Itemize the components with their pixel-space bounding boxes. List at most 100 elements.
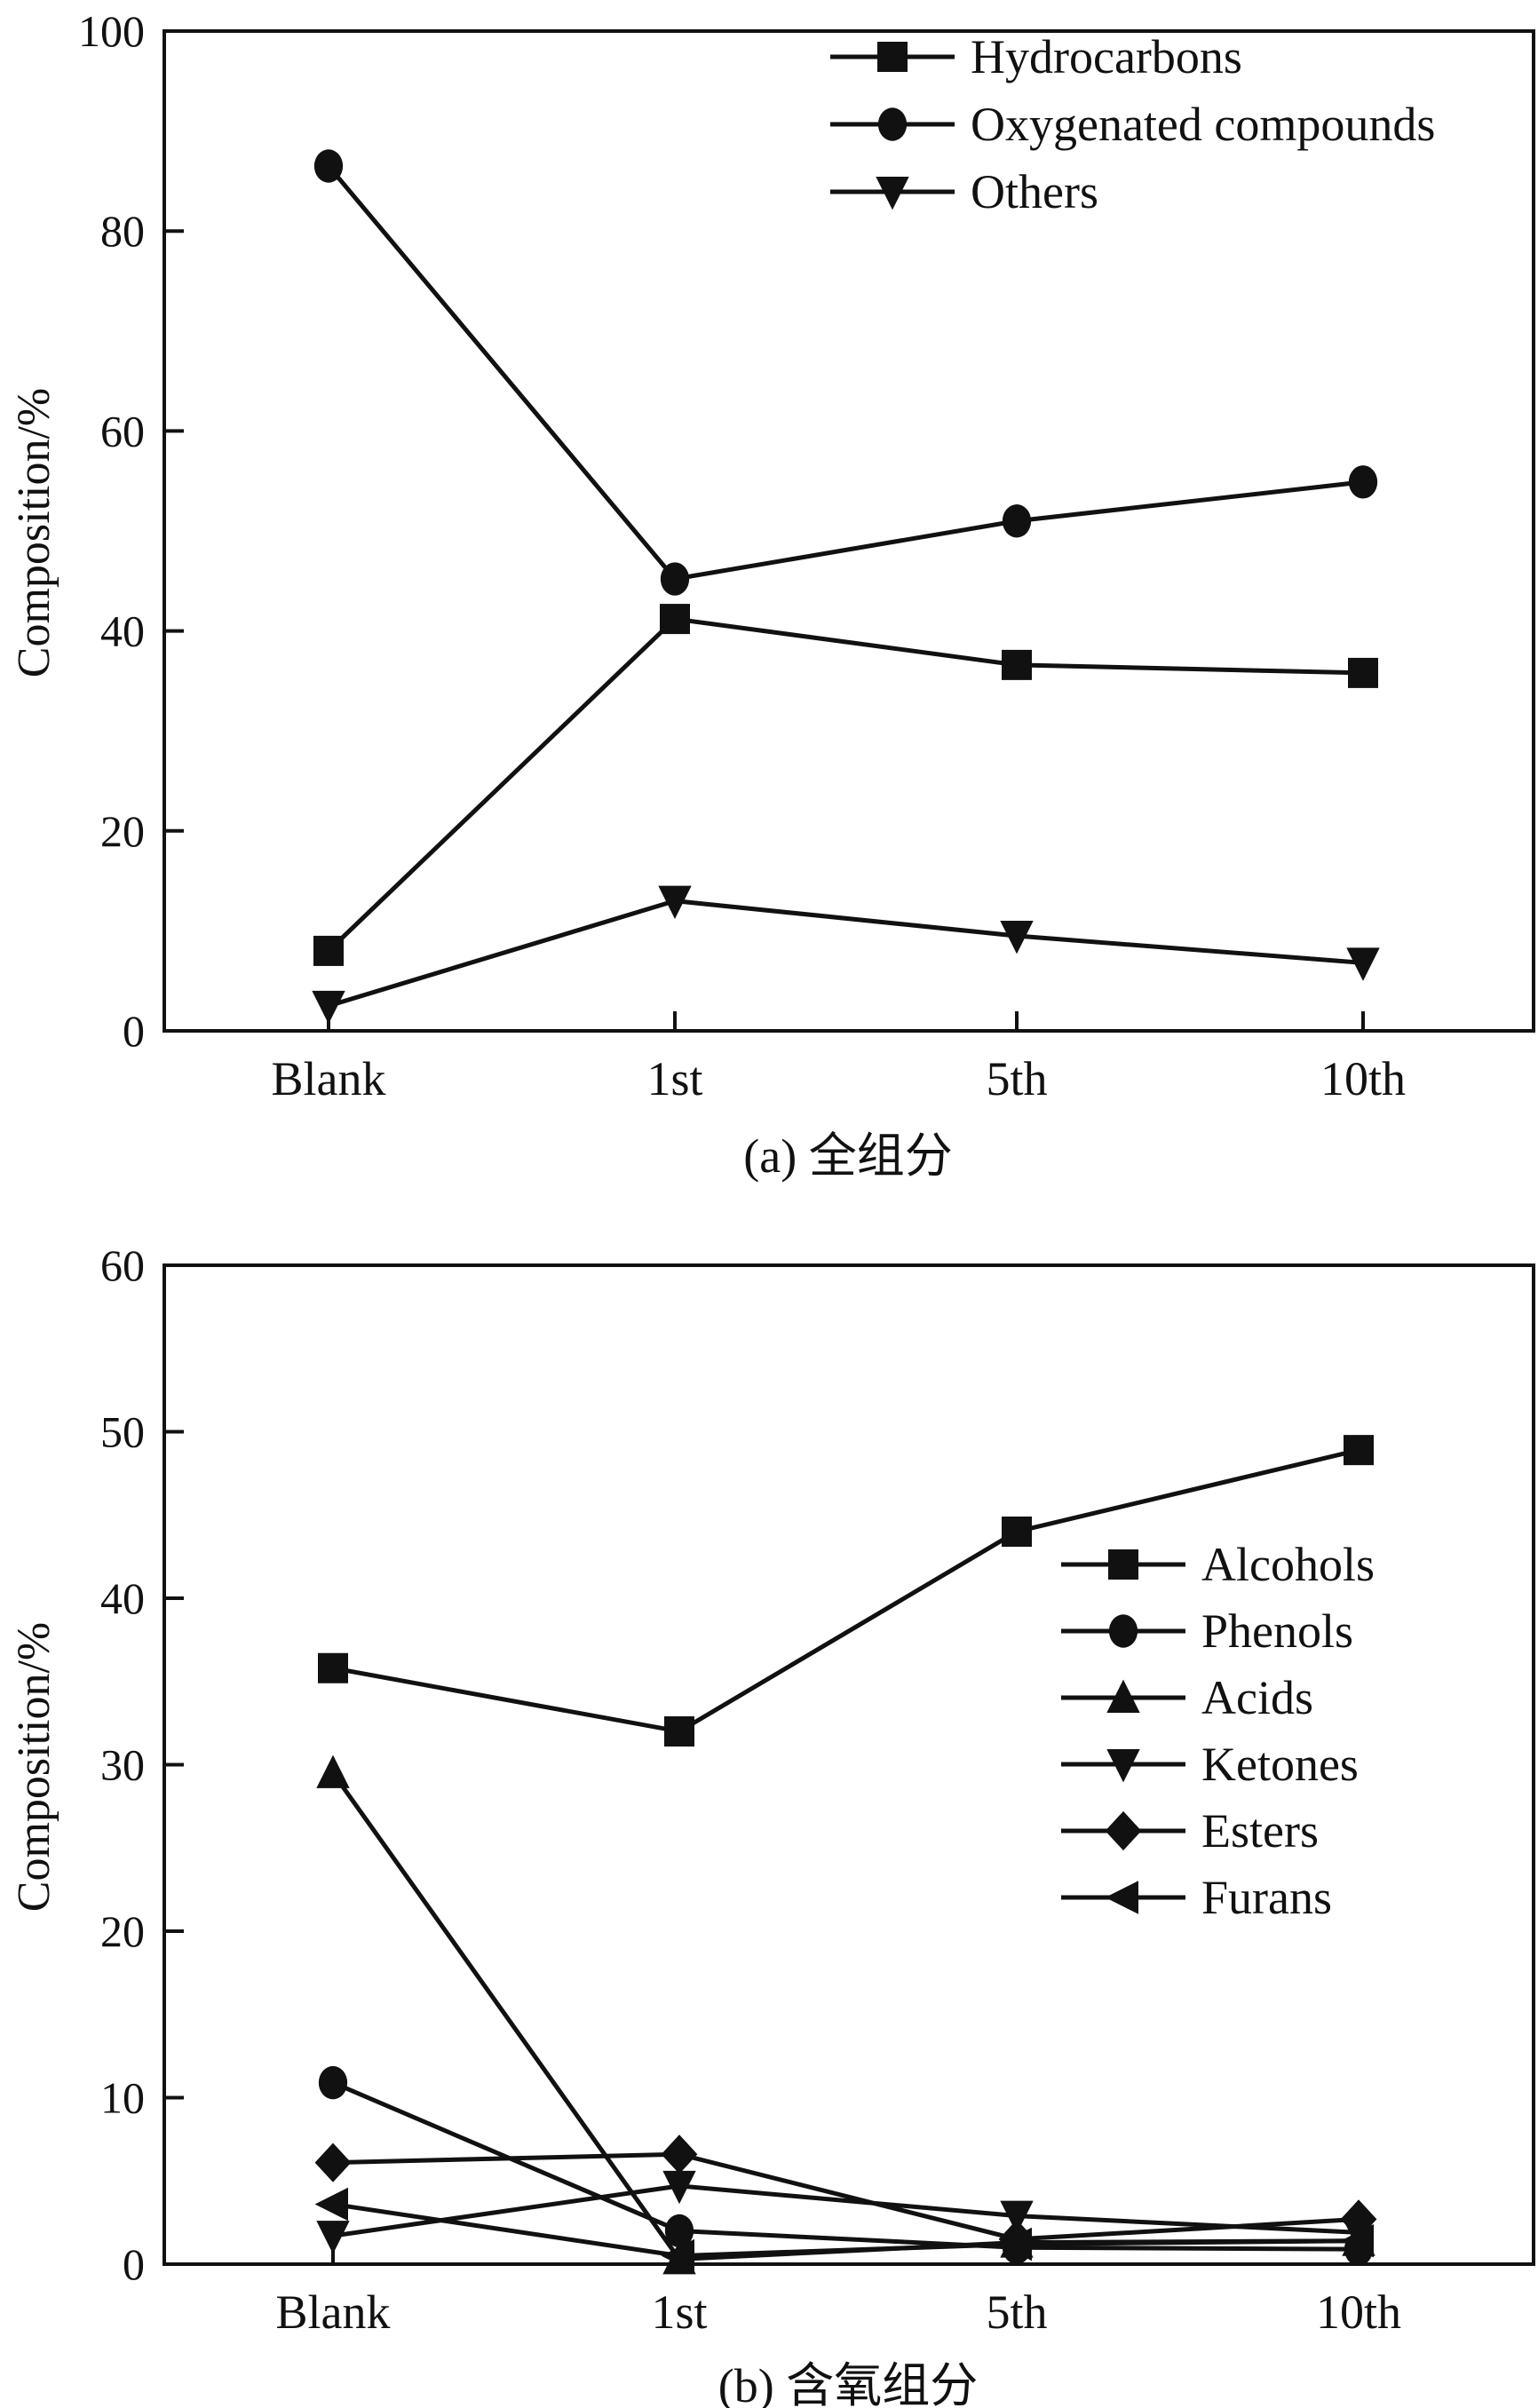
- series-line: [327, 164, 1364, 582]
- data-point: [1002, 649, 1032, 680]
- legend-label: Furans: [1201, 1871, 1332, 1924]
- y-tick-label: 60: [100, 1240, 145, 1290]
- series-others: [312, 885, 1380, 1025]
- legend-item: Alcohols: [1061, 1538, 1375, 1591]
- series-layer: [312, 149, 1380, 1025]
- series-furans: [314, 2187, 1374, 2273]
- data-point: [1000, 2200, 1034, 2235]
- legend-marker: [1105, 1810, 1142, 1851]
- legend-label: Esters: [1201, 1804, 1319, 1857]
- x-tick-label: Blank: [276, 2285, 391, 2339]
- x-tick-label: 10th: [1320, 1052, 1406, 1105]
- legend-label: Others: [971, 165, 1098, 218]
- x-tick-label: 1st: [651, 2285, 707, 2339]
- legend-marker: [877, 42, 908, 72]
- panel-caption: (a) 全组分: [743, 1129, 952, 1183]
- data-point: [314, 2187, 348, 2222]
- legend-marker: [1105, 1881, 1138, 1914]
- legend-item: Esters: [1061, 1804, 1319, 1857]
- legend-item: Ketones: [1061, 1738, 1359, 1791]
- legend-label: Alcohols: [1201, 1538, 1375, 1591]
- data-point: [661, 2135, 698, 2174]
- y-ticks: 0 20 40 60 80 100: [78, 6, 184, 1056]
- y-ticks: 0 10 20 30 40 50 60: [100, 1240, 184, 2289]
- series-hydrocarbons: [313, 604, 1378, 966]
- data-point: [313, 149, 344, 183]
- series-line: [332, 2202, 1360, 2259]
- x-tick-label: 1st: [646, 1052, 702, 1105]
- y-tick-label: 80: [100, 206, 145, 256]
- data-point: [1000, 921, 1034, 954]
- plot-frame: [163, 29, 1535, 1033]
- y-tick-label: 20: [100, 1906, 145, 1956]
- panel-caption: (b) 含氧组分: [718, 2359, 978, 2408]
- series-line: [332, 2183, 1360, 2238]
- data-point: [1340, 2224, 1374, 2258]
- data-point: [658, 885, 692, 920]
- data-point: [998, 2227, 1032, 2261]
- data-point: [316, 1755, 350, 1788]
- data-point: [664, 2214, 694, 2248]
- y-axis-label: Composition/%: [9, 388, 59, 677]
- data-point: [313, 935, 344, 966]
- legend-marker: [876, 177, 909, 210]
- data-point: [664, 1716, 694, 1747]
- data-point: [1346, 947, 1380, 981]
- data-point: [1002, 504, 1032, 538]
- data-point: [660, 604, 690, 635]
- legend-item: Oxygenated compounds: [830, 98, 1435, 151]
- legend-item: Furans: [1061, 1871, 1332, 1924]
- legend-item: Acids: [1061, 1671, 1313, 1724]
- legend-label: Hydrocarbons: [971, 30, 1242, 83]
- data-point: [1348, 657, 1378, 688]
- y-tick-label: 0: [123, 2239, 145, 2289]
- y-tick-label: 40: [100, 1573, 145, 1623]
- data-point: [1002, 1517, 1032, 1547]
- legend-item: Hydrocarbons: [830, 30, 1242, 83]
- y-tick-label: 10: [100, 2073, 145, 2123]
- series-oxygenated-compounds: [313, 149, 1378, 596]
- y-tick-label: 60: [100, 406, 145, 455]
- data-point: [662, 2170, 696, 2205]
- y-tick-label: 40: [100, 606, 145, 656]
- legend-label: Ketones: [1201, 1738, 1359, 1791]
- y-tick-label: 100: [78, 6, 145, 56]
- series-line: [328, 899, 1364, 1009]
- data-point: [1344, 1435, 1374, 1466]
- legend-marker: [1106, 1749, 1140, 1783]
- legend-label: Phenols: [1201, 1604, 1353, 1658]
- legend: Alcohols Phenols Acids Ketones Esters Furans: [1061, 1538, 1375, 1924]
- data-point: [660, 562, 690, 596]
- legend-marker: [1108, 1549, 1138, 1580]
- y-tick-label: 50: [100, 1407, 145, 1457]
- legend: Hydrocarbons Oxygenated compounds Others: [830, 30, 1435, 218]
- data-point: [661, 2238, 694, 2273]
- legend-marker: [1106, 1679, 1140, 1713]
- y-tick-label: 0: [123, 1006, 145, 1056]
- x-ticks: Blank 1st 5th 10th: [272, 1011, 1406, 1105]
- series-line: [327, 616, 1364, 953]
- x-tick-label: 10th: [1316, 2285, 1401, 2339]
- legend-marker: [877, 107, 908, 141]
- x-tick-label: Blank: [272, 1052, 386, 1105]
- series-esters: [314, 2135, 1377, 2259]
- panel-a: 0 20 40 60 80 100 Blank 1st 5th 10th Composition…: [9, 6, 1535, 1183]
- data-point: [1348, 465, 1378, 499]
- series-line: [332, 1447, 1360, 1734]
- series-phenols: [318, 2065, 1374, 2266]
- series-alcohols: [318, 1435, 1374, 1747]
- x-tick-label: 5th: [986, 2285, 1047, 2339]
- data-point: [318, 1652, 348, 1683]
- legend-item: Others: [830, 165, 1098, 218]
- y-tick-label: 30: [100, 1740, 145, 1790]
- x-tick-label: 5th: [986, 1052, 1047, 1105]
- panel-b: 0 10 20 30 40 50 60 Blank 1st 5th 10th Compositio…: [9, 1240, 1535, 2408]
- x-ticks: Blank 1st 5th 10th: [276, 2245, 1401, 2339]
- series-layer: [314, 1435, 1377, 2275]
- data-point: [318, 2065, 348, 2100]
- y-tick-label: 20: [100, 806, 145, 856]
- data-point: [316, 2221, 350, 2254]
- data-point: [312, 990, 345, 1025]
- series-line: [332, 2151, 1360, 2242]
